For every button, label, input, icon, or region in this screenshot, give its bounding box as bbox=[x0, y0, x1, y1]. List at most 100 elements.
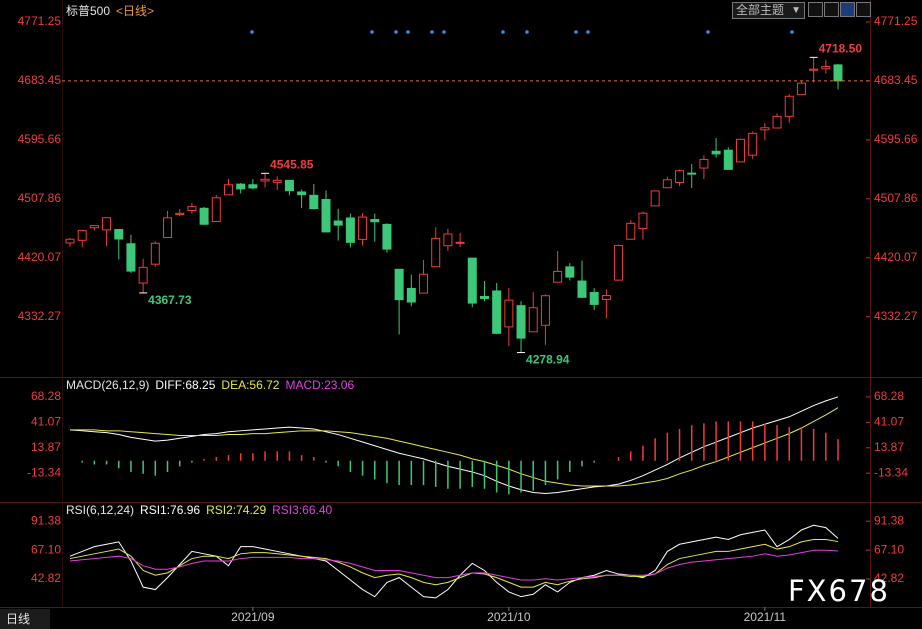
event-marker bbox=[394, 30, 398, 34]
candle-body bbox=[553, 270, 563, 283]
candle-body bbox=[211, 197, 221, 222]
candle-body bbox=[126, 243, 136, 272]
candle-body bbox=[199, 207, 209, 225]
toolbar-button[interactable] bbox=[856, 2, 871, 17]
candle-body bbox=[784, 95, 794, 117]
toolbar-button[interactable] bbox=[840, 2, 855, 17]
period-tab[interactable]: 日线 bbox=[0, 609, 50, 629]
candle-body bbox=[662, 179, 672, 189]
y-tick-label: 4683.45 bbox=[18, 73, 62, 87]
y-tick-label: 41.07 bbox=[31, 415, 61, 429]
candle-body bbox=[796, 82, 806, 96]
candle-body bbox=[150, 242, 160, 265]
event-marker bbox=[406, 30, 410, 34]
candle-body bbox=[65, 238, 75, 244]
x-tick-label: 2021/11 bbox=[744, 610, 787, 624]
y-tick-label: 67.10 bbox=[874, 542, 904, 556]
y-tick-label: 4771.25 bbox=[874, 14, 918, 28]
candle-body bbox=[358, 216, 368, 240]
event-marker bbox=[501, 30, 505, 34]
dropdown-arrow: ▼ bbox=[791, 5, 801, 16]
x-tick-label: 2021/09 bbox=[231, 610, 275, 624]
event-marker bbox=[790, 30, 794, 34]
candle-body bbox=[699, 158, 709, 169]
candle-body bbox=[467, 257, 477, 304]
theme-select-label: 全部主题 bbox=[736, 3, 785, 17]
candle-body bbox=[455, 241, 465, 244]
candle-body bbox=[833, 64, 843, 82]
candle-body bbox=[370, 218, 380, 223]
y-tick-label: 91.38 bbox=[874, 513, 904, 527]
extreme-label: 4718.50 bbox=[819, 42, 863, 56]
candle-body bbox=[821, 65, 831, 70]
y-tick-label: -13.34 bbox=[27, 465, 61, 479]
extreme-label: 4545.85 bbox=[270, 157, 314, 171]
candle-body bbox=[626, 222, 636, 240]
candle-body bbox=[284, 179, 294, 192]
theme-select[interactable]: 全部主题 ▼ bbox=[732, 2, 805, 19]
series-line bbox=[70, 407, 839, 487]
legend-entry: DIFF:68.25 bbox=[155, 378, 215, 392]
candle-body bbox=[77, 229, 87, 241]
candle-body bbox=[809, 68, 819, 71]
series-line bbox=[69, 539, 839, 588]
y-tick-label: 42.82 bbox=[31, 571, 61, 585]
candle-body bbox=[687, 172, 697, 175]
y-tick-label: 4507.86 bbox=[874, 191, 918, 205]
candle-body bbox=[577, 280, 587, 298]
series-line bbox=[69, 549, 839, 581]
candle-body bbox=[175, 212, 185, 216]
candle-body bbox=[443, 233, 453, 247]
candle-body bbox=[638, 212, 648, 229]
candle-body bbox=[406, 287, 416, 303]
y-tick-label: 4683.45 bbox=[874, 73, 918, 87]
candle-body bbox=[236, 183, 246, 190]
y-tick-label: 4771.25 bbox=[18, 14, 62, 28]
candle-body bbox=[333, 220, 343, 226]
event-marker bbox=[706, 30, 710, 34]
candle-body bbox=[723, 149, 733, 170]
candle-body bbox=[479, 296, 489, 299]
candle-body bbox=[650, 190, 660, 207]
y-tick-label: 67.10 bbox=[31, 542, 61, 556]
event-markers bbox=[250, 30, 794, 34]
legend-entry: RSI2:74.29 bbox=[206, 503, 266, 517]
extreme-label: 4278.94 bbox=[526, 353, 570, 367]
event-marker bbox=[442, 30, 446, 34]
panel-title: MACD(26,12,9) bbox=[66, 378, 149, 392]
event-marker bbox=[430, 30, 434, 34]
extreme-label: 4367.73 bbox=[148, 293, 192, 307]
toolbar-button[interactable] bbox=[824, 2, 839, 17]
candle-body bbox=[492, 290, 502, 334]
candle-body bbox=[711, 150, 721, 155]
series-line bbox=[69, 524, 839, 599]
candle-body bbox=[394, 268, 404, 301]
candle-body bbox=[321, 198, 331, 233]
candle-body bbox=[565, 266, 575, 278]
legend-entry: RSI3:66.40 bbox=[272, 503, 332, 517]
candle-body bbox=[675, 170, 685, 183]
y-tick-label: 41.07 bbox=[874, 415, 904, 429]
event-marker bbox=[586, 30, 590, 34]
candle-body bbox=[419, 273, 429, 294]
y-tick-label: 4420.07 bbox=[874, 250, 918, 264]
y-tick-label: 68.28 bbox=[874, 389, 904, 403]
y-tick-label: 4420.07 bbox=[18, 250, 62, 264]
watermark: FX678 bbox=[788, 574, 890, 608]
y-tick-label: 13.87 bbox=[874, 440, 904, 454]
y-tick-label: 91.38 bbox=[31, 513, 61, 527]
toolbar-button[interactable] bbox=[808, 2, 823, 17]
candle-body bbox=[102, 217, 112, 231]
candle-body bbox=[735, 138, 745, 163]
event-marker bbox=[370, 30, 374, 34]
candle-body bbox=[589, 292, 599, 305]
legend-entry: MACD:23.06 bbox=[285, 378, 354, 392]
y-tick-label: 4595.66 bbox=[874, 132, 918, 146]
candle-body bbox=[528, 307, 538, 333]
candle-body bbox=[272, 179, 282, 183]
candle-body bbox=[345, 217, 355, 243]
legend-entry: RSI1:76.96 bbox=[140, 503, 200, 517]
